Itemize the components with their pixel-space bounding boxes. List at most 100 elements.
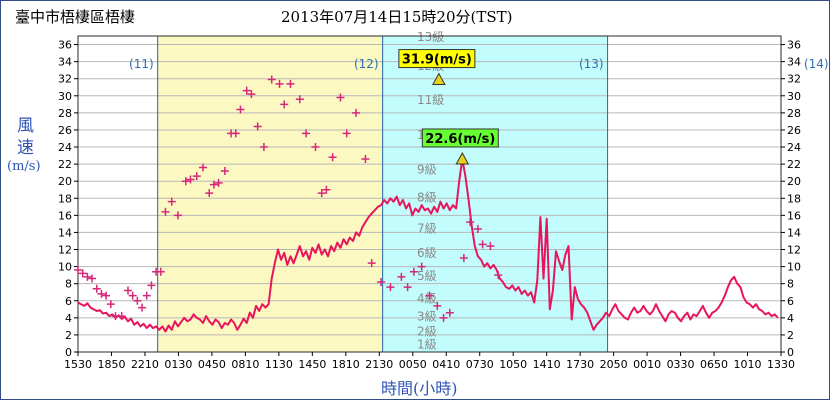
ytick-label-left-12: 12 bbox=[58, 244, 72, 257]
ytick-label-right-10: 10 bbox=[787, 261, 801, 274]
gust-point-56 bbox=[417, 262, 426, 271]
beaufort-label-3: 3級 bbox=[417, 309, 437, 323]
ytick-label-right-20: 20 bbox=[787, 175, 801, 188]
xtick-label-16: 2050 bbox=[600, 358, 628, 371]
gust-point-18 bbox=[161, 207, 170, 216]
beaufort-label-8: 8級 bbox=[417, 191, 437, 205]
gust-point-17 bbox=[156, 267, 165, 276]
gust-point-50 bbox=[367, 259, 376, 268]
xtick-label-19: 0650 bbox=[700, 358, 728, 371]
gust-point-42 bbox=[311, 143, 320, 152]
ytick-label-left-20: 20 bbox=[58, 175, 72, 188]
station-title: 臺中市梧棲區梧棲 bbox=[15, 8, 136, 26]
gust-point-10 bbox=[123, 286, 132, 295]
gust-point-58 bbox=[433, 301, 442, 310]
gust-point-3 bbox=[88, 274, 97, 283]
gust-point-40 bbox=[295, 95, 304, 104]
datetime-title: 2013年07月14日15時20分(TST) bbox=[281, 8, 513, 26]
gust-point-36 bbox=[267, 75, 276, 84]
ytick-label-left-30: 30 bbox=[58, 90, 72, 103]
gust-point-25 bbox=[205, 189, 214, 198]
day-divider-label-2: (13) bbox=[579, 57, 604, 71]
gust-point-34 bbox=[253, 122, 262, 131]
ytick-label-right-34: 34 bbox=[787, 56, 801, 69]
gust-point-53 bbox=[397, 272, 406, 281]
gust-point-20 bbox=[173, 211, 182, 220]
gust-point-48 bbox=[352, 108, 361, 117]
ytick-label-right-16: 16 bbox=[787, 209, 801, 222]
gust-point-24 bbox=[198, 163, 207, 172]
beaufort-label-2: 2級 bbox=[417, 325, 437, 339]
xtick-label-21: 1330 bbox=[767, 358, 795, 371]
y-axis-label-line1: 風 bbox=[17, 116, 34, 136]
gust-point-4 bbox=[92, 284, 101, 293]
shaded-region-0 bbox=[157, 36, 383, 352]
gust-point-27 bbox=[214, 178, 223, 187]
ytick-label-left-26: 26 bbox=[58, 124, 72, 137]
ytick-label-right-8: 8 bbox=[787, 278, 794, 291]
gust-point-0 bbox=[74, 266, 82, 275]
xtick-label-1: 1850 bbox=[97, 358, 125, 371]
ytick-label-left-36: 36 bbox=[58, 39, 72, 52]
ytick-label-right-18: 18 bbox=[787, 192, 801, 205]
ytick-label-left-22: 22 bbox=[58, 158, 72, 171]
xtick-label-6: 1130 bbox=[265, 358, 293, 371]
ytick-label-right-26: 26 bbox=[787, 124, 801, 137]
beaufort-label-9: 9級 bbox=[417, 162, 437, 176]
gust-point-55 bbox=[409, 267, 418, 276]
xtick-label-10: 0050 bbox=[399, 358, 427, 371]
gust-point-57 bbox=[425, 291, 434, 300]
xtick-label-18: 0330 bbox=[667, 358, 695, 371]
gust-point-32 bbox=[242, 86, 251, 95]
gust-point-7 bbox=[106, 300, 115, 309]
ytick-label-right-6: 6 bbox=[787, 295, 794, 308]
gust-point-2 bbox=[83, 272, 92, 281]
gust-point-44 bbox=[322, 185, 331, 194]
ytick-label-left-10: 10 bbox=[58, 261, 72, 274]
ytick-label-left-18: 18 bbox=[58, 192, 72, 205]
max-label-0: 31.9(m/s) bbox=[402, 53, 472, 68]
xtick-label-2: 2210 bbox=[131, 358, 159, 371]
max-marker-triangle-1 bbox=[455, 151, 470, 165]
ytick-label-left-0: 0 bbox=[65, 346, 72, 359]
x-axis-label: 時間(小時) bbox=[381, 379, 458, 398]
gust-point-12 bbox=[133, 296, 142, 305]
xtick-label-11: 0410 bbox=[432, 358, 460, 371]
gust-point-54 bbox=[403, 283, 412, 292]
gust-point-66 bbox=[494, 271, 503, 280]
ytick-label-left-6: 6 bbox=[65, 295, 72, 308]
xtick-label-0: 1530 bbox=[64, 358, 92, 371]
max-label-box-0 bbox=[398, 49, 476, 69]
gust-point-39 bbox=[286, 79, 295, 88]
gust-point-47 bbox=[342, 129, 351, 138]
gust-point-35 bbox=[259, 143, 268, 152]
gust-point-19 bbox=[167, 197, 176, 206]
beaufort-label-5: 5級 bbox=[417, 269, 437, 283]
gust-point-30 bbox=[231, 129, 240, 138]
gust-point-65 bbox=[486, 242, 495, 251]
gust-point-11 bbox=[128, 291, 137, 300]
ytick-label-right-28: 28 bbox=[787, 107, 801, 120]
gust-point-41 bbox=[302, 129, 311, 138]
gust-point-43 bbox=[317, 189, 326, 198]
beaufort-label-11: 11級 bbox=[417, 93, 444, 107]
gust-point-15 bbox=[147, 281, 156, 290]
xtick-label-7: 1450 bbox=[298, 358, 326, 371]
ytick-label-right-36: 36 bbox=[787, 39, 801, 52]
xtick-label-20: 1010 bbox=[734, 358, 762, 371]
xtick-label-4: 0450 bbox=[198, 358, 226, 371]
ytick-label-left-14: 14 bbox=[58, 226, 72, 239]
ytick-label-left-2: 2 bbox=[65, 329, 72, 342]
xtick-label-14: 1410 bbox=[533, 358, 561, 371]
gust-point-33 bbox=[247, 90, 256, 99]
ytick-label-right-22: 22 bbox=[787, 158, 801, 171]
beaufort-label-4: 4級 bbox=[417, 291, 437, 305]
day-divider-label-0: (11) bbox=[129, 57, 154, 71]
xtick-label-17: 0010 bbox=[633, 358, 661, 371]
max-marker-triangle-0 bbox=[432, 72, 446, 86]
ytick-label-left-8: 8 bbox=[65, 278, 72, 291]
xtick-label-5: 0810 bbox=[231, 358, 259, 371]
y-axis-unit: (m/s) bbox=[7, 159, 41, 174]
